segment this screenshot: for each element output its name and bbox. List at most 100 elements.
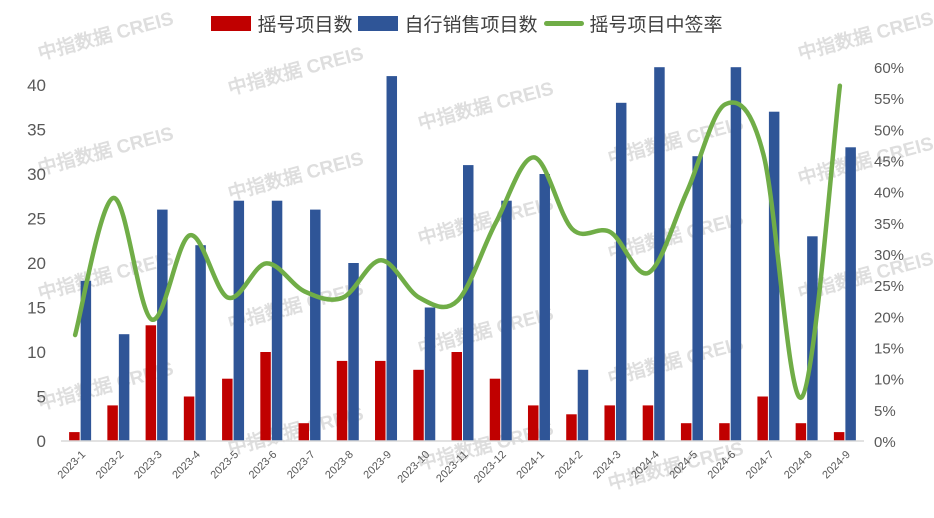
right-axis-tick: 10% xyxy=(874,372,904,389)
bar-self-sale-count xyxy=(615,102,627,442)
x-axis-tick: 2023-3 xyxy=(132,449,165,482)
legend-swatch-green-line xyxy=(543,21,584,26)
right-axis-tick: 20% xyxy=(874,309,904,326)
x-axis-tick: 2024-9 xyxy=(820,449,853,482)
bar-self-sale-count xyxy=(768,111,780,441)
bar-lottery-count xyxy=(527,405,539,441)
bar-self-sale-count xyxy=(845,147,856,442)
watermark-text: 中指数据 CREIS xyxy=(415,302,556,360)
watermark-text: 中指数据 CREIS xyxy=(35,247,176,305)
bar-self-sale-count xyxy=(271,200,283,441)
left-axis-tick: 5 xyxy=(37,388,46,407)
x-axis-tick: 2024-1 xyxy=(514,449,547,482)
right-y-axis: 0% 5% 10% 15% 20% 25% 30% 35% 40% 45% 50% 55% 60% xyxy=(874,60,904,451)
right-axis-tick: 55% xyxy=(874,91,904,108)
bar-self-sale-count xyxy=(310,209,321,441)
bar-lottery-count xyxy=(680,423,692,441)
legend-item-self-sale-count: 自行销售项目数 xyxy=(358,10,538,37)
legend-item-lottery-count: 摇号项目数 xyxy=(211,10,352,37)
bar-self-sale-count xyxy=(80,280,92,441)
bar-self-sale-count xyxy=(730,67,742,441)
x-axis-tick: 2024-7 xyxy=(744,449,777,482)
bar-lottery-count xyxy=(260,352,271,441)
bar-lottery-count xyxy=(298,423,310,441)
x-axis-tick: 2023-2 xyxy=(94,449,127,482)
bar-lottery-count xyxy=(183,396,195,441)
left-axis-tick: 25 xyxy=(27,210,46,229)
bar-lottery-count xyxy=(642,405,654,441)
watermark-text: 中指数据 CREIS xyxy=(415,77,556,135)
bar-self-sale-count xyxy=(157,209,168,441)
bar-lottery-count xyxy=(757,396,768,441)
bar-lottery-count xyxy=(145,325,157,441)
watermark-text: 中指数据 CREIS xyxy=(225,147,366,205)
chart-legend: 摇号项目数 自行销售项目数 摇号项目中签率 xyxy=(0,10,934,37)
line-series xyxy=(72,83,843,400)
bar-self-sale-count xyxy=(233,200,245,441)
right-axis-tick: 35% xyxy=(874,216,904,233)
left-axis-tick: 0 xyxy=(37,432,46,451)
left-axis-tick: 20 xyxy=(27,254,46,273)
right-axis-tick: 5% xyxy=(874,403,896,420)
right-axis-tick: 60% xyxy=(874,60,904,77)
right-axis-tick: 40% xyxy=(874,185,904,202)
left-axis-tick: 10 xyxy=(27,343,46,362)
bar-series xyxy=(69,67,856,442)
right-axis-tick: 45% xyxy=(874,154,904,171)
bar-lottery-count xyxy=(451,352,462,441)
bar-self-sale-count xyxy=(386,76,398,441)
x-axis-tick: 2024-8 xyxy=(782,449,815,482)
watermark-text: 中指数据 CREIS xyxy=(35,7,176,65)
right-axis-tick: 25% xyxy=(874,278,904,295)
bar-lottery-count xyxy=(604,405,615,441)
watermark-text: 中指数据 CREIS xyxy=(795,7,934,65)
x-axis-tick: 2023-5 xyxy=(208,449,241,482)
legend-label: 摇号项目中签率 xyxy=(589,14,723,36)
line-win-rate xyxy=(72,83,843,400)
legend-swatch-red xyxy=(211,16,252,31)
bar-self-sale-count xyxy=(424,307,436,441)
x-axis-tick: 2023-1 xyxy=(56,449,89,482)
bar-self-sale-count xyxy=(463,165,474,441)
right-axis-tick: 50% xyxy=(874,122,904,139)
legend-label: 自行销售项目数 xyxy=(404,14,538,36)
bar-self-sale-count xyxy=(118,334,130,441)
bar-self-sale-count xyxy=(692,156,703,441)
left-y-axis: 0 5 10 15 20 25 30 35 40 xyxy=(27,76,46,451)
bar-lottery-count xyxy=(69,432,80,441)
watermark-text: 中指数据 CREIS xyxy=(795,132,934,190)
x-axis-tick: 2023-8 xyxy=(323,449,356,482)
bar-lottery-count xyxy=(795,423,807,441)
bar-lottery-count xyxy=(107,405,118,441)
bar-self-sale-count xyxy=(195,245,206,441)
right-axis-tick: 15% xyxy=(874,341,904,358)
bar-lottery-count xyxy=(375,360,386,441)
bar-self-sale-count xyxy=(501,200,512,441)
bar-lottery-count xyxy=(413,369,424,441)
legend-swatch-blue xyxy=(358,16,399,31)
legend-item-win-rate: 摇号项目中签率 xyxy=(543,10,723,37)
bar-self-sale-count xyxy=(539,174,550,441)
left-axis-tick: 40 xyxy=(27,76,46,95)
right-axis-tick: 0% xyxy=(874,434,896,451)
left-axis-tick: 15 xyxy=(27,299,46,318)
left-axis-tick: 30 xyxy=(27,165,46,184)
bar-lottery-count xyxy=(489,378,501,441)
right-axis-tick: 30% xyxy=(874,247,904,264)
watermark-text: 中指数据 CREIS xyxy=(35,122,176,180)
bar-lottery-count xyxy=(222,378,233,441)
bar-self-sale-count xyxy=(348,263,359,441)
left-axis-tick: 35 xyxy=(27,121,46,140)
bar-lottery-count xyxy=(719,423,730,441)
bar-self-sale-count xyxy=(577,369,589,441)
x-axis-tick: 2023-4 xyxy=(170,449,203,482)
x-axis-tick: 2023-9 xyxy=(361,449,394,482)
x-axis-tick: 2023-7 xyxy=(285,449,318,482)
x-axis-tick: 2024-2 xyxy=(553,449,586,482)
bar-lottery-count xyxy=(566,414,577,441)
bar-lottery-count xyxy=(336,360,348,441)
bar-lottery-count xyxy=(833,432,845,441)
watermark-text: 中指数据 CREIS xyxy=(225,42,366,100)
legend-label: 摇号项目数 xyxy=(257,14,353,36)
